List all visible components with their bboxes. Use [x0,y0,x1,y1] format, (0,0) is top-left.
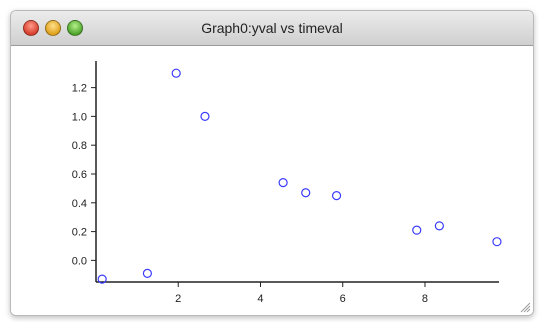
resize-grip-icon[interactable] [519,301,531,313]
x-tick-label: 4 [257,293,263,305]
data-point [331,191,342,201]
y-tick-label: 0.8 [72,140,87,152]
y-tick-label: 0.4 [72,198,87,210]
data-point [142,268,153,278]
data-point [434,221,444,231]
data-point [97,274,107,284]
graph-window: Graph0:yval vs timeval 0.0 0.2 0.4 0.6 0.8 1.… [10,10,534,316]
x-tick-label: 6 [340,293,346,305]
data-point [301,188,311,198]
graph-area: 0.0 0.2 0.4 0.6 0.8 1.0 1.2 2 4 6 8 [11,46,533,315]
y-tick-label: 1.0 [72,111,87,123]
y-tick-label: 0.6 [72,169,87,181]
title-bar[interactable]: Graph0:yval vs timeval [11,11,533,46]
x-tick-label: 2 [175,293,181,305]
close-button-icon[interactable] [23,20,39,36]
data-point [492,237,502,247]
data-point [412,225,422,235]
zoom-button-icon[interactable] [67,20,83,36]
data-point [171,68,181,78]
x-tick-label: 8 [422,293,428,305]
window-title: Graph0:yval vs timeval [201,20,343,36]
data-point [200,111,210,122]
minimize-button-icon[interactable] [45,20,61,36]
y-tick-label: 1.2 [72,83,87,95]
scatter-plot: 0.0 0.2 0.4 0.6 0.8 1.0 1.2 2 4 6 8 [72,61,502,305]
data-point [278,178,288,188]
y-tick-label: 0.2 [72,227,87,239]
y-tick-label: 0.0 [72,255,87,267]
